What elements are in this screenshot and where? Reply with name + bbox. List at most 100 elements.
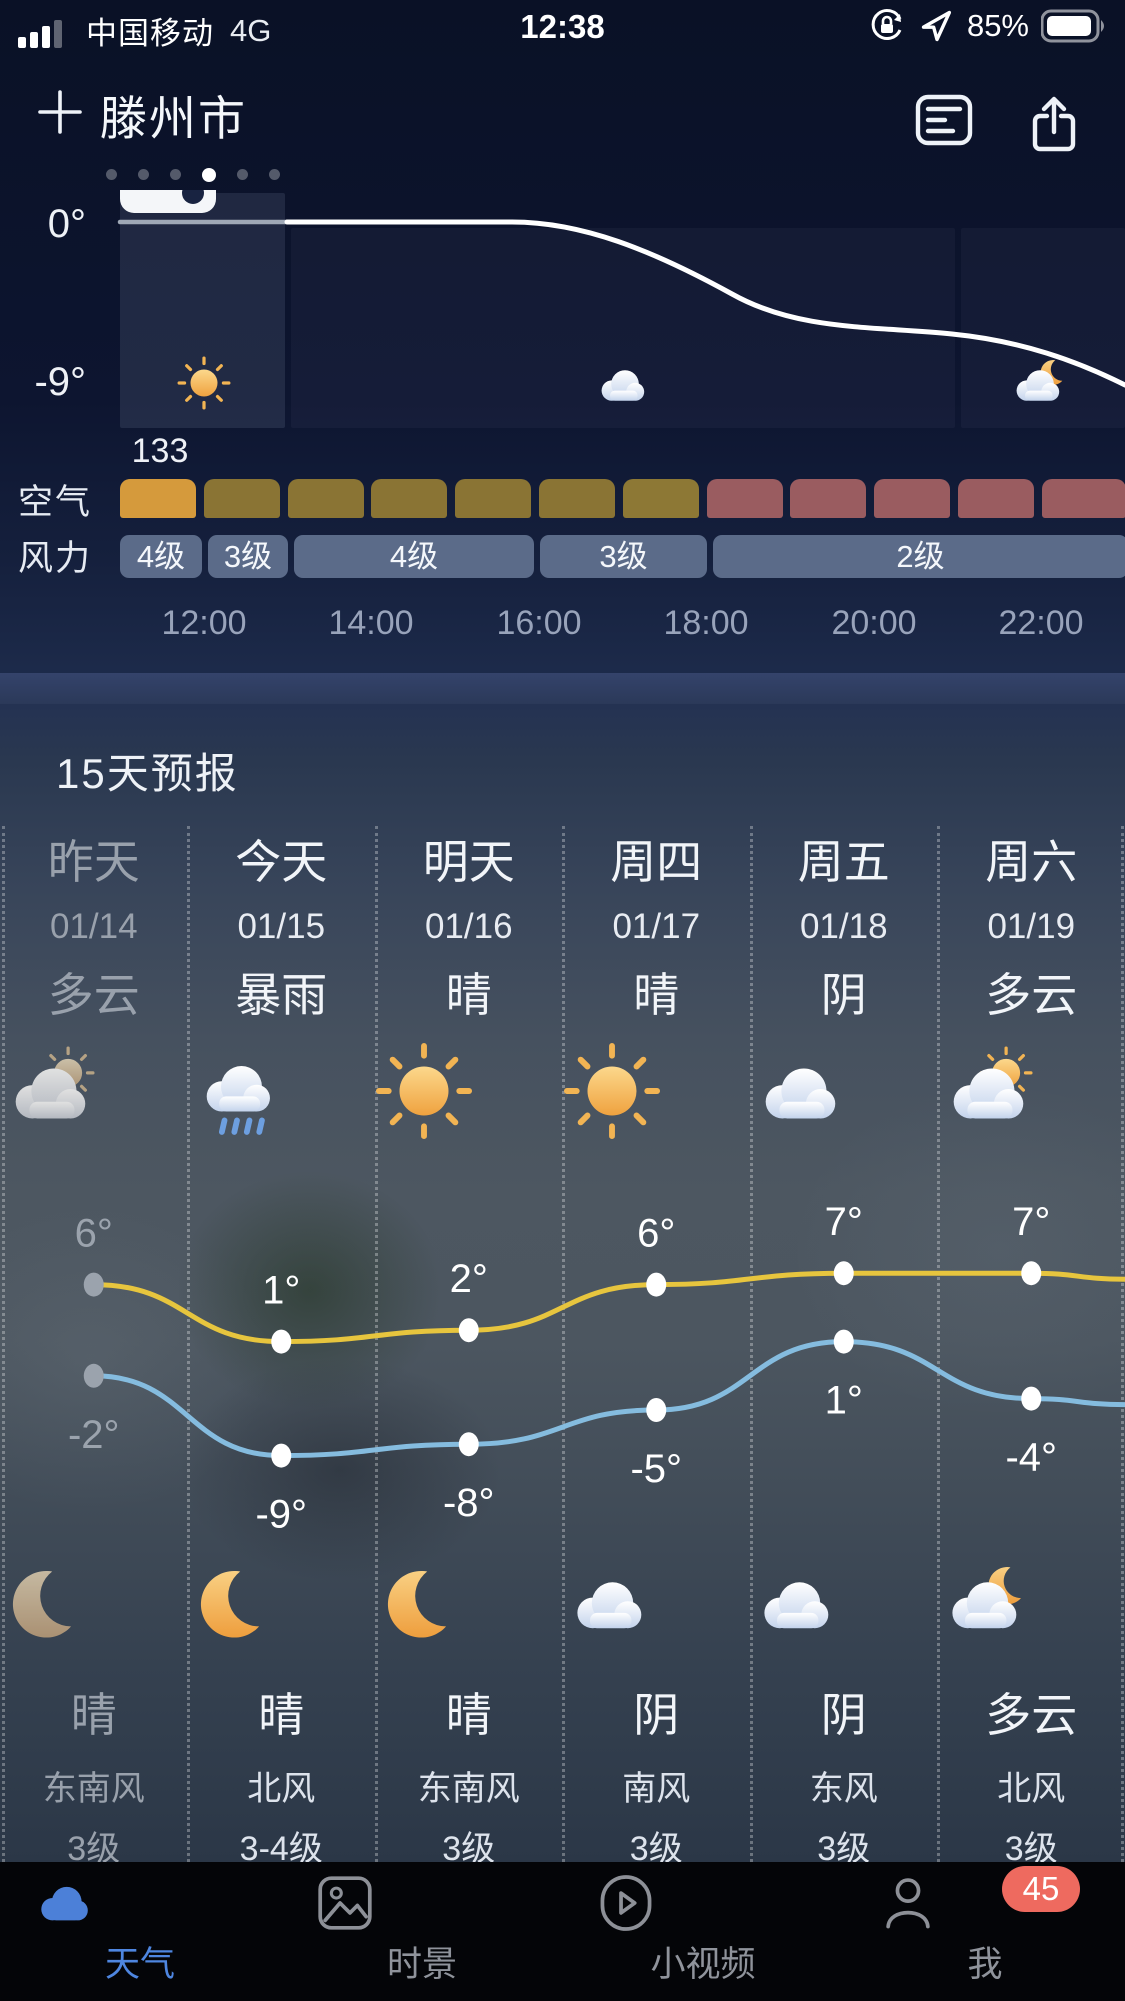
day-3-day-condition[interactable]: 晴 (633, 969, 680, 1021)
day-0-day-weather[interactable] (0, 1042, 188, 1142)
tab-我[interactable]: 我 (875, 1872, 1095, 1987)
tab-video-icon (593, 1872, 659, 1934)
day-4-night-condition[interactable]: 阴 (820, 1689, 867, 1741)
air-quality-bar (874, 479, 951, 518)
air-quality-bar (958, 479, 1034, 518)
day-1-date[interactable]: 01/15 (237, 907, 326, 946)
day-0-day-condition[interactable]: 多云 (47, 969, 140, 1021)
air-quality-bar (539, 479, 615, 518)
day-5-night-condition[interactable]: 多云 (985, 1689, 1078, 1741)
moon-icon (375, 1558, 465, 1648)
day-5-name[interactable]: 周六 (985, 836, 1078, 888)
day-4-date[interactable]: 01/18 (799, 907, 888, 946)
forecast-title: 15天预报 (56, 750, 239, 797)
tab-bar: 天气 时景 小视频 45 我 (0, 1862, 1125, 2001)
page-dot (170, 169, 181, 181)
day-3-date[interactable]: 01/17 (612, 907, 701, 946)
day-2-night-condition[interactable]: 晴 (445, 1689, 492, 1741)
air-quality-bar (287, 479, 364, 518)
day-1-night-condition[interactable]: 晴 (258, 1689, 305, 1741)
cloud-sun-icon (938, 1042, 1036, 1140)
day-4-wind-level[interactable]: 3级 (817, 1830, 871, 1868)
day-2-name[interactable]: 明天 (422, 836, 515, 888)
wind-level-chips: 4级 3级 4级 3级 2级 (0, 535, 1125, 578)
add-city-button[interactable] (34, 86, 86, 138)
notification-badge: 45 (1002, 1866, 1080, 1912)
day-5-day-condition[interactable]: 多云 (985, 969, 1078, 1021)
page-dot (269, 169, 280, 181)
tab-时景[interactable]: 时景 (312, 1872, 532, 1987)
moon-icon (0, 1558, 90, 1648)
day-4-day-weather[interactable] (750, 1042, 938, 1142)
day-3-night-condition[interactable]: 阴 (633, 1689, 680, 1741)
location-arrow-icon (921, 10, 952, 42)
time-tick-label: 16:00 (496, 604, 582, 642)
time-tick-label: 14:00 (328, 604, 414, 642)
day-3-night-weather[interactable] (563, 1558, 751, 1652)
day-1-wind-level[interactable]: 3-4级 (239, 1830, 323, 1868)
tab-天气[interactable]: 天气 (30, 1872, 250, 1987)
share-button[interactable] (1025, 94, 1083, 154)
moon-icon (188, 1558, 278, 1648)
hourly-temp-line (117, 219, 1125, 388)
status-bar: 中国移动 4G 12:38 85% (0, 0, 1125, 54)
day-0-night-condition[interactable]: 晴 (70, 1689, 117, 1741)
day-5-wind-level[interactable]: 3级 (1004, 1830, 1058, 1868)
tab-小视频[interactable]: 小视频 (593, 1872, 813, 1987)
day-1-day-condition[interactable]: 暴雨 (235, 969, 328, 1021)
day-5-wind-direction[interactable]: 北风 (997, 1770, 1066, 1808)
wind-direction-row: 东南风 北风 东南风 南风 东风 北风 (0, 1764, 1125, 1814)
air-quality-bar (622, 479, 699, 518)
time-tick-label: 22:00 (998, 604, 1084, 642)
day-2-night-weather[interactable] (375, 1558, 563, 1652)
day-3-wind-direction[interactable]: 南风 (622, 1770, 691, 1808)
cloud-icon (750, 1042, 848, 1140)
day-2-date[interactable]: 01/16 (424, 907, 513, 946)
day-2-wind-direction[interactable]: 东南风 (417, 1770, 520, 1808)
city-list-button[interactable] (915, 94, 973, 146)
tab-photo-icon (312, 1872, 378, 1934)
day-5-night-weather[interactable] (938, 1558, 1125, 1652)
rain-icon (188, 1042, 286, 1140)
day-1-name[interactable]: 今天 (235, 836, 328, 888)
day-4-day-condition[interactable]: 阴 (820, 969, 867, 1021)
day-5-date[interactable]: 01/19 (987, 907, 1076, 946)
day-0-wind-direction[interactable]: 东南风 (42, 1770, 145, 1808)
current-marker-capsule (120, 190, 216, 213)
time-axis: 12:00 14:00 16:00 18:00 20:00 22:00 (0, 604, 1125, 644)
day-4-name[interactable]: 周五 (797, 836, 890, 888)
header: 滕州市 (0, 80, 1125, 160)
hourly-forecast-panel[interactable]: 0° -9° 133 空气 风力 4级 3级 4级 3级 2级 12:00 14:00 16… (0, 0, 1125, 673)
time-tick-label: 18:00 (663, 604, 749, 642)
tab-person-icon (875, 1872, 941, 1934)
day-5-day-weather[interactable] (938, 1042, 1125, 1142)
time-tick-label: 12:00 (161, 604, 247, 642)
cloud-sun-icon (0, 1042, 98, 1140)
day-1-day-weather[interactable] (188, 1042, 376, 1142)
page-dot (202, 167, 216, 182)
day-2-day-weather[interactable] (375, 1042, 563, 1142)
day-date-row: 01/14 01/15 01/16 01/17 01/18 01/19 (0, 902, 1125, 952)
day-0-date[interactable]: 01/14 (49, 907, 138, 946)
day-1-wind-direction[interactable]: 北风 (247, 1770, 316, 1808)
signal-strength-icon (18, 19, 62, 48)
wind-level-chip: 4级 (120, 535, 202, 578)
battery-percent-label: 85% (966, 8, 1029, 43)
day-0-wind-level[interactable]: 3级 (67, 1830, 121, 1868)
day-3-wind-level[interactable]: 3级 (629, 1830, 683, 1868)
day-0-night-weather[interactable] (0, 1558, 188, 1652)
day-4-wind-direction[interactable]: 东风 (809, 1770, 878, 1808)
day-4-night-weather[interactable] (750, 1558, 938, 1652)
sun-icon (177, 356, 231, 410)
day-3-day-weather[interactable] (563, 1042, 751, 1142)
day-2-day-condition[interactable]: 晴 (445, 969, 492, 1021)
day-2-wind-level[interactable]: 3级 (442, 1830, 496, 1868)
day-0-name[interactable]: 昨天 (47, 836, 140, 888)
wind-level-chip: 4级 (294, 535, 534, 578)
day-condition-row: 多云 暴雨 晴 晴 阴 多云 (0, 962, 1125, 1028)
day-3-name[interactable]: 周四 (610, 836, 703, 888)
day-1-night-weather[interactable] (188, 1558, 376, 1652)
air-quality-bars (0, 479, 1125, 518)
wind-level-chip: 2级 (713, 535, 1125, 578)
